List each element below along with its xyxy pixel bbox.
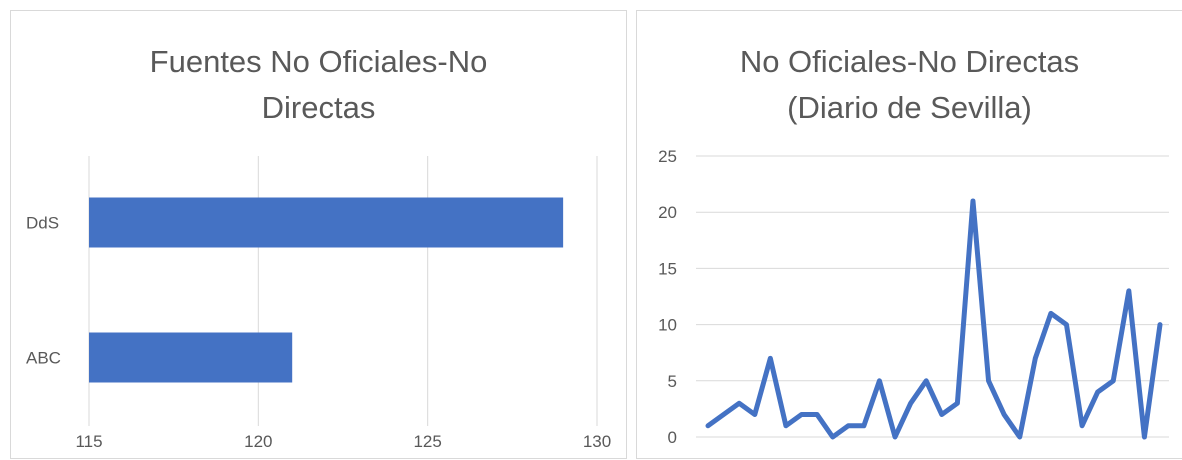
y-tick-label: 25	[658, 147, 677, 166]
x-tick-label: 120	[244, 432, 272, 451]
x-tick-label: 130	[583, 432, 611, 451]
bar-abc	[89, 333, 292, 383]
y-tick-label: 5	[668, 372, 677, 391]
category-label: ABC	[26, 349, 61, 368]
y-tick-label: 0	[668, 428, 677, 447]
line-chart: 0 5 10 15 20 25	[637, 11, 1182, 460]
bar-dds	[89, 198, 563, 248]
y-tick-label: 20	[658, 203, 677, 222]
chart-panel-diario-sevilla: No Oficiales-No Directas (Diario de Sevi…	[636, 10, 1182, 459]
y-tick-label: 10	[658, 316, 677, 335]
bar-chart: 115 120 125 130 DdS ABC	[11, 11, 628, 460]
x-tick-label: 125	[413, 432, 441, 451]
series-line	[708, 201, 1160, 437]
x-tick-label: 115	[75, 432, 102, 451]
y-tick-label: 15	[658, 259, 677, 278]
category-label: DdS	[26, 214, 59, 233]
